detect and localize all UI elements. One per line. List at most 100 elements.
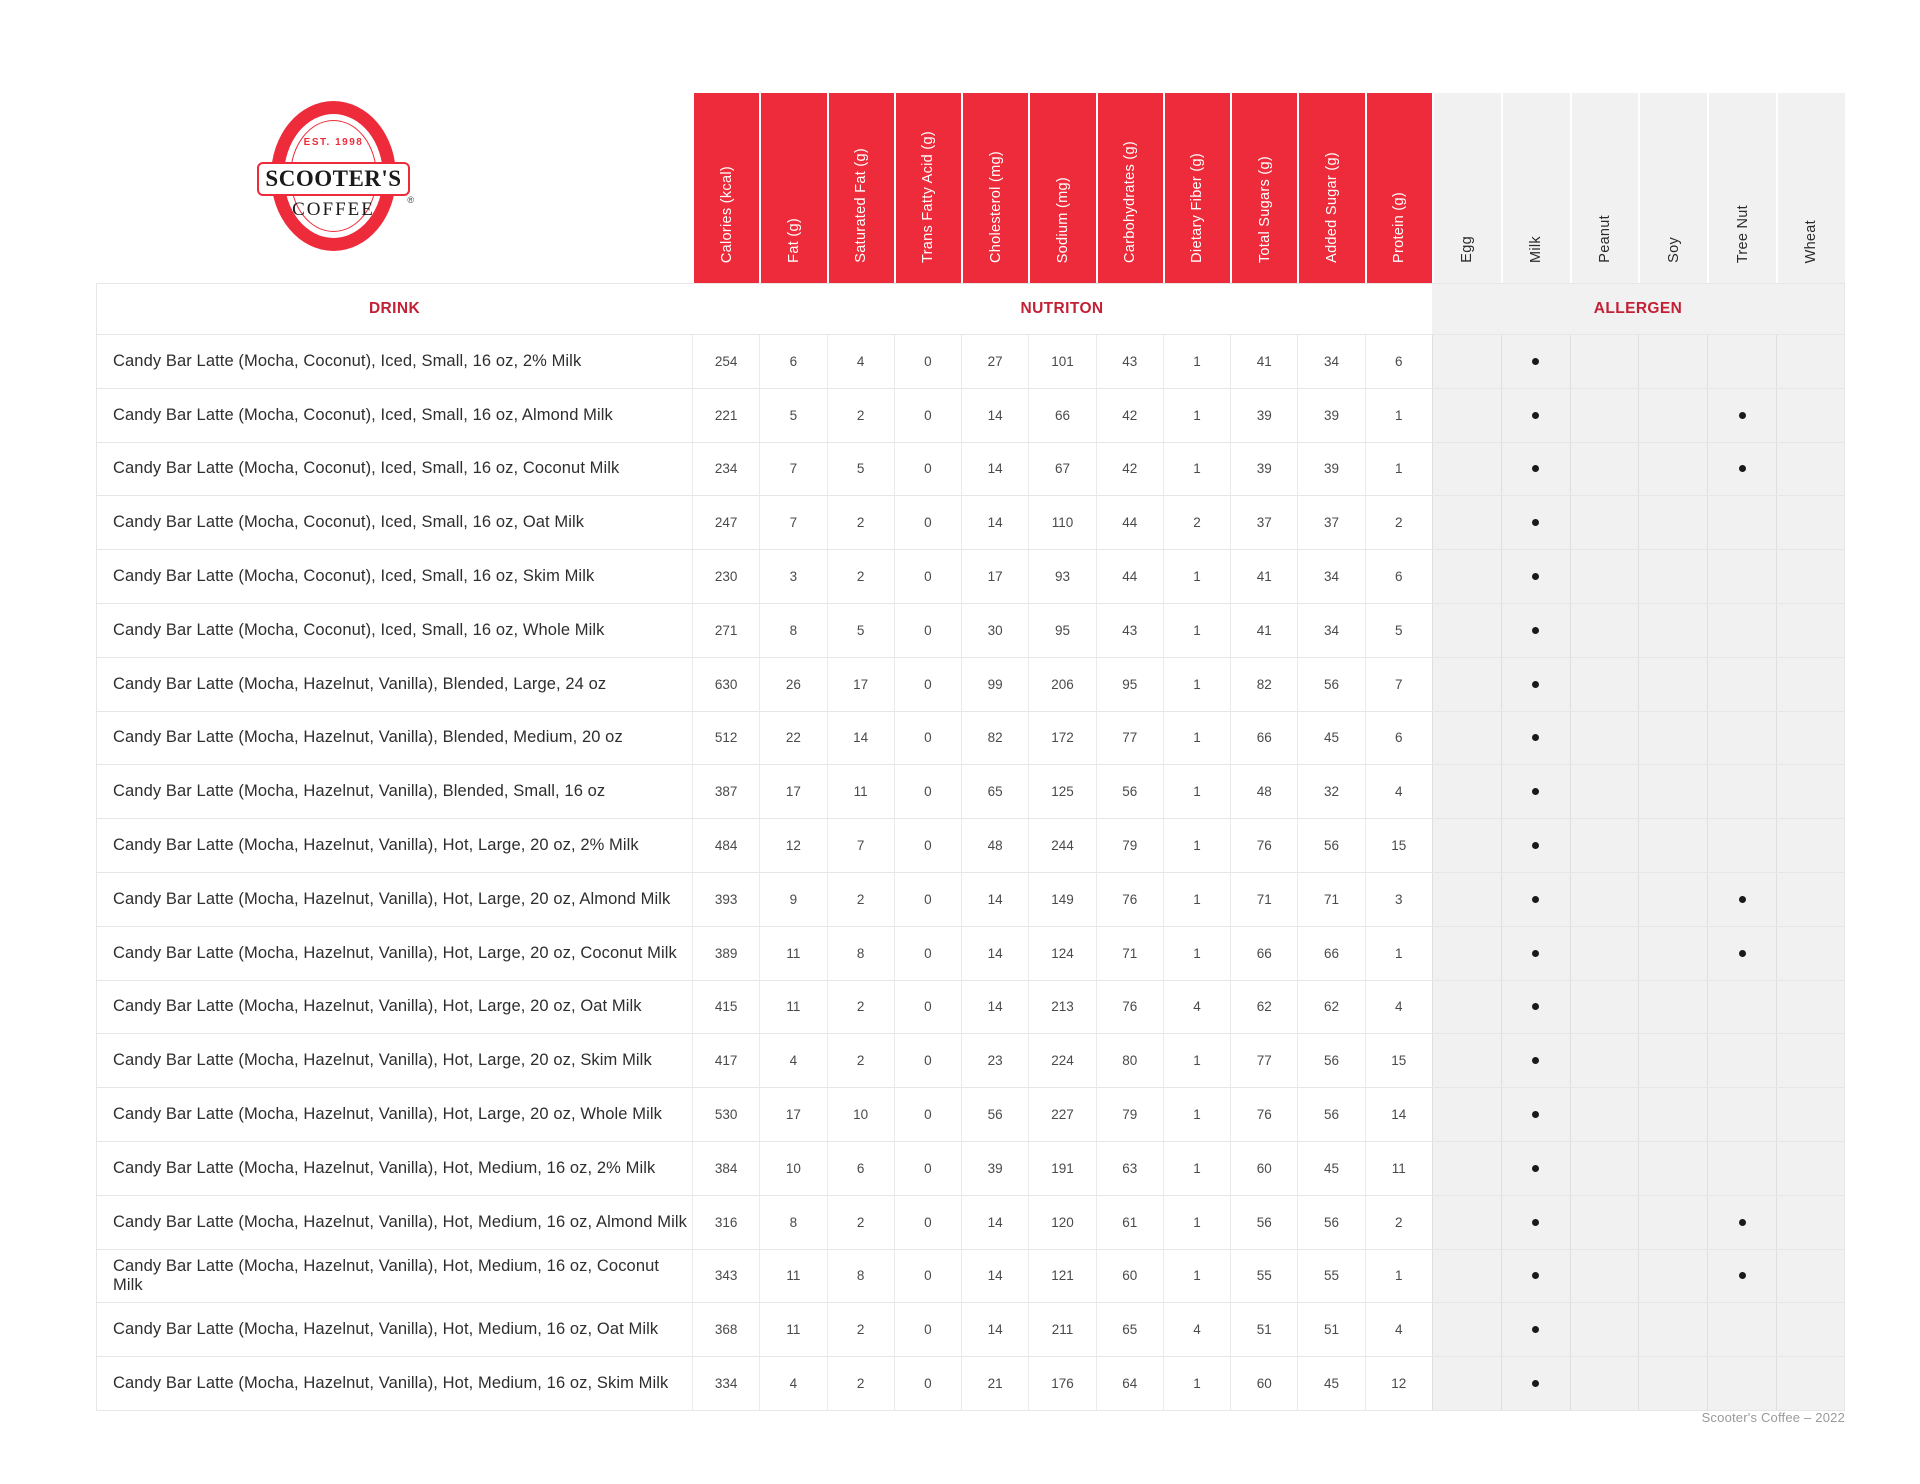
allergen-dot-cell <box>1569 335 1639 388</box>
nutrition-value-cell: 2 <box>826 1357 894 1410</box>
nutrition-value-cell: 6 <box>826 1141 894 1195</box>
allergen-dot-cell <box>1638 1303 1708 1357</box>
allergen-dot-cell <box>1569 980 1639 1034</box>
allergen-dot-cell <box>1776 1357 1845 1410</box>
nutrition-value-cell: 43 <box>1095 335 1163 388</box>
allergen-dot-cell <box>1707 1034 1777 1088</box>
nutrition-value-cell: 1 <box>1162 1141 1230 1195</box>
nutrition-value-cell: 0 <box>893 1357 961 1410</box>
allergen-dot-cell <box>1638 1357 1708 1410</box>
nutrition-value-cell: 121 <box>1028 1249 1095 1303</box>
allergen-dot-cell <box>1776 603 1845 657</box>
allergen-column-header: Milk <box>1500 93 1570 283</box>
allergen-column-label: Peanut <box>1596 215 1613 263</box>
allergen-dot-cell <box>1500 335 1570 388</box>
nutrition-value-cell: 1 <box>1162 819 1230 872</box>
logo-area: EST. 1998 SCOOTER'S COFFEE ® <box>96 93 692 283</box>
allergen-dot <box>1532 842 1540 850</box>
nutrition-value-cell: 1 <box>1162 550 1230 603</box>
nutrition-value-cell: 0 <box>893 819 961 872</box>
nutrition-value-cell: 15 <box>1364 819 1432 872</box>
nutrition-value-cell: 6 <box>759 335 826 388</box>
nutrition-value-cell: 76 <box>1230 819 1297 872</box>
nutrition-value-cell: 512 <box>692 711 759 765</box>
allergen-dot <box>1532 1272 1540 1280</box>
nutrition-value-cell: 14 <box>961 926 1028 980</box>
allergen-dot-cell <box>1776 765 1845 819</box>
nutrition-value-cell: 0 <box>893 496 961 550</box>
table-row: Candy Bar Latte (Mocha, Coconut), Iced, … <box>96 603 1845 658</box>
allergen-dot-cell <box>1638 496 1708 550</box>
nutrition-value-cell: 12 <box>759 819 826 872</box>
allergen-dot-cell <box>1707 819 1777 872</box>
nutrition-value-cell: 0 <box>893 657 961 711</box>
table-row: Candy Bar Latte (Mocha, Hazelnut, Vanill… <box>96 657 1845 712</box>
drink-section-header: DRINK <box>96 284 692 334</box>
table-row: Candy Bar Latte (Mocha, Coconut), Iced, … <box>96 388 1845 443</box>
allergen-dot-cell <box>1707 496 1777 550</box>
nutrition-value-cell: 80 <box>1095 1034 1163 1088</box>
nutrition-value-cell: 1 <box>1162 603 1230 657</box>
allergen-dot <box>1532 734 1540 742</box>
nutrition-value-cell: 387 <box>692 765 759 819</box>
nutrition-value-cell: 10 <box>759 1141 826 1195</box>
table-row: Candy Bar Latte (Mocha, Hazelnut, Vanill… <box>96 1088 1845 1142</box>
allergen-dot <box>1532 357 1540 365</box>
allergen-dot-cell <box>1500 657 1570 711</box>
nutrition-value-cell: 66 <box>1230 711 1297 765</box>
nutrition-value-cell: 1 <box>1162 1195 1230 1249</box>
nutrition-value-cell: 5 <box>826 603 894 657</box>
table-row: Candy Bar Latte (Mocha, Hazelnut, Vanill… <box>96 1195 1845 1250</box>
nutrition-value-cell: 10 <box>826 1088 894 1141</box>
nutrition-value-cell: 7 <box>759 496 826 550</box>
nutrition-value-cell: 5 <box>759 388 826 442</box>
registered-mark: ® <box>407 195 414 205</box>
nutrition-value-cell: 56 <box>1297 819 1364 872</box>
allergen-dot-cell <box>1500 1249 1570 1303</box>
scooters-coffee-logo: EST. 1998 SCOOTER'S COFFEE ® <box>251 101 416 256</box>
nutrition-value-cell: 43 <box>1095 603 1163 657</box>
allergen-dot-cell <box>1431 603 1501 657</box>
allergen-dot-cell <box>1707 603 1777 657</box>
allergen-dot-cell <box>1431 1141 1501 1195</box>
nutrition-value-cell: 21 <box>961 1357 1028 1410</box>
footer-credit: Scooter's Coffee – 2022 <box>1701 1410 1845 1425</box>
table-row: Candy Bar Latte (Mocha, Hazelnut, Vanill… <box>96 765 1845 820</box>
allergen-dot <box>1738 411 1746 419</box>
nutrition-value-cell: 101 <box>1028 335 1095 388</box>
nutrition-value-cell: 206 <box>1028 657 1095 711</box>
nutrition-value-cell: 0 <box>893 550 961 603</box>
allergen-dot-cell <box>1431 1249 1501 1303</box>
allergen-dot-cell <box>1707 335 1777 388</box>
nutrition-column-label: Carbohydrates (g) <box>1122 141 1139 263</box>
nutrition-value-cell: 8 <box>759 1195 826 1249</box>
allergen-dot-cell <box>1431 550 1501 603</box>
allergen-dot-cell <box>1776 335 1845 388</box>
allergen-column-label: Wheat <box>1803 219 1820 263</box>
nutrition-value-cell: 39 <box>1230 442 1297 496</box>
allergen-dot-cell <box>1638 388 1708 442</box>
allergen-section-header: ALLERGEN <box>1432 284 1845 334</box>
allergen-dot-cell <box>1707 1141 1777 1195</box>
nutrition-value-cell: 23 <box>961 1034 1028 1088</box>
nutrition-value-cell: 221 <box>692 388 759 442</box>
nutrition-value-cell: 66 <box>1028 388 1095 442</box>
nutrition-value-cell: 71 <box>1230 872 1297 926</box>
nutrition-value-cell: 6 <box>1364 550 1432 603</box>
drink-name-cell: Candy Bar Latte (Mocha, Hazelnut, Vanill… <box>96 1034 692 1088</box>
nutrition-value-cell: 176 <box>1028 1357 1095 1410</box>
nutrition-value-cell: 55 <box>1297 1249 1364 1303</box>
nutrition-value-cell: 11 <box>759 1249 826 1303</box>
allergen-dot-cell <box>1776 1141 1845 1195</box>
nutrition-value-cell: 71 <box>1297 872 1364 926</box>
allergen-dot-cell <box>1500 603 1570 657</box>
allergen-dot-cell <box>1707 711 1777 765</box>
nutrition-value-cell: 77 <box>1095 711 1163 765</box>
nutrition-value-cell: 32 <box>1297 765 1364 819</box>
drink-name-cell: Candy Bar Latte (Mocha, Hazelnut, Vanill… <box>96 1303 692 1357</box>
nutrition-value-cell: 4 <box>1162 980 1230 1034</box>
allergen-dot-cell <box>1569 496 1639 550</box>
allergen-dot-cell <box>1638 711 1708 765</box>
nutrition-value-cell: 79 <box>1095 819 1163 872</box>
table-row: Candy Bar Latte (Mocha, Hazelnut, Vanill… <box>96 1303 1845 1358</box>
